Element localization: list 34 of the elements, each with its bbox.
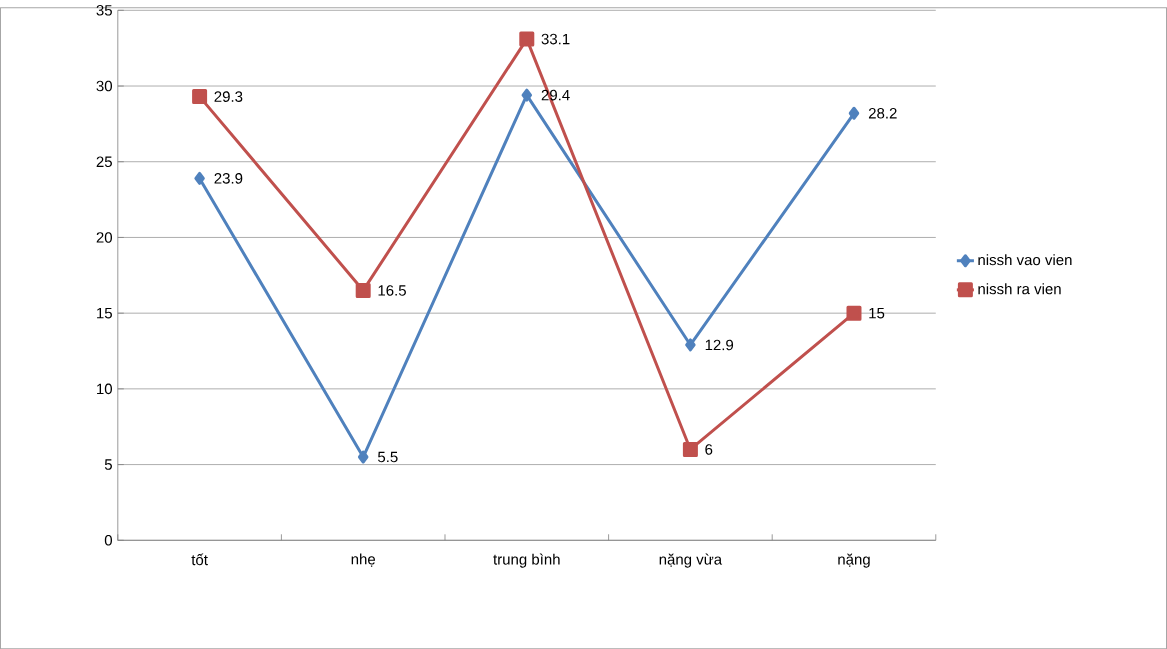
y-tick-label: 25 bbox=[96, 156, 112, 167]
x-tick-label: nặng bbox=[838, 553, 870, 568]
data-label: 12.9 bbox=[705, 339, 734, 351]
data-label: 15 bbox=[869, 307, 885, 319]
legend-label: nissh vao vien bbox=[978, 254, 1072, 266]
y-tick-label: 15 bbox=[97, 307, 112, 319]
data-label: 5.5 bbox=[377, 451, 398, 463]
data-label: 16.5 bbox=[378, 284, 406, 296]
y-tick-label: 10 bbox=[97, 383, 112, 395]
y-tick-label: 35 bbox=[96, 4, 112, 16]
legend-label: nissh ra vien bbox=[978, 283, 1061, 295]
data-label: 28.2 bbox=[868, 107, 897, 119]
y-tick-label: 0 bbox=[104, 534, 112, 546]
point bbox=[357, 450, 369, 464]
x-tick-label: tốt bbox=[191, 553, 208, 566]
point bbox=[846, 305, 862, 321]
point bbox=[194, 171, 205, 185]
y-tick-label: 5 bbox=[104, 459, 112, 470]
data-label: 33.1 bbox=[541, 33, 570, 45]
y-tick-label: 20 bbox=[96, 231, 112, 243]
point bbox=[521, 88, 533, 102]
point bbox=[685, 338, 696, 352]
x-tick-label: trung bình bbox=[493, 553, 560, 568]
point bbox=[355, 282, 371, 298]
data-label: 6 bbox=[705, 443, 713, 455]
x-tick-label: nhẹ bbox=[351, 553, 376, 567]
point bbox=[848, 106, 860, 120]
data-label: 23.9 bbox=[214, 172, 243, 184]
point bbox=[519, 31, 535, 47]
x-tick-label: nặng vừa bbox=[659, 553, 723, 568]
y-tick-label: 30 bbox=[96, 80, 112, 92]
point bbox=[192, 88, 208, 104]
data-label: 29.3 bbox=[214, 91, 243, 102]
point bbox=[682, 441, 698, 457]
